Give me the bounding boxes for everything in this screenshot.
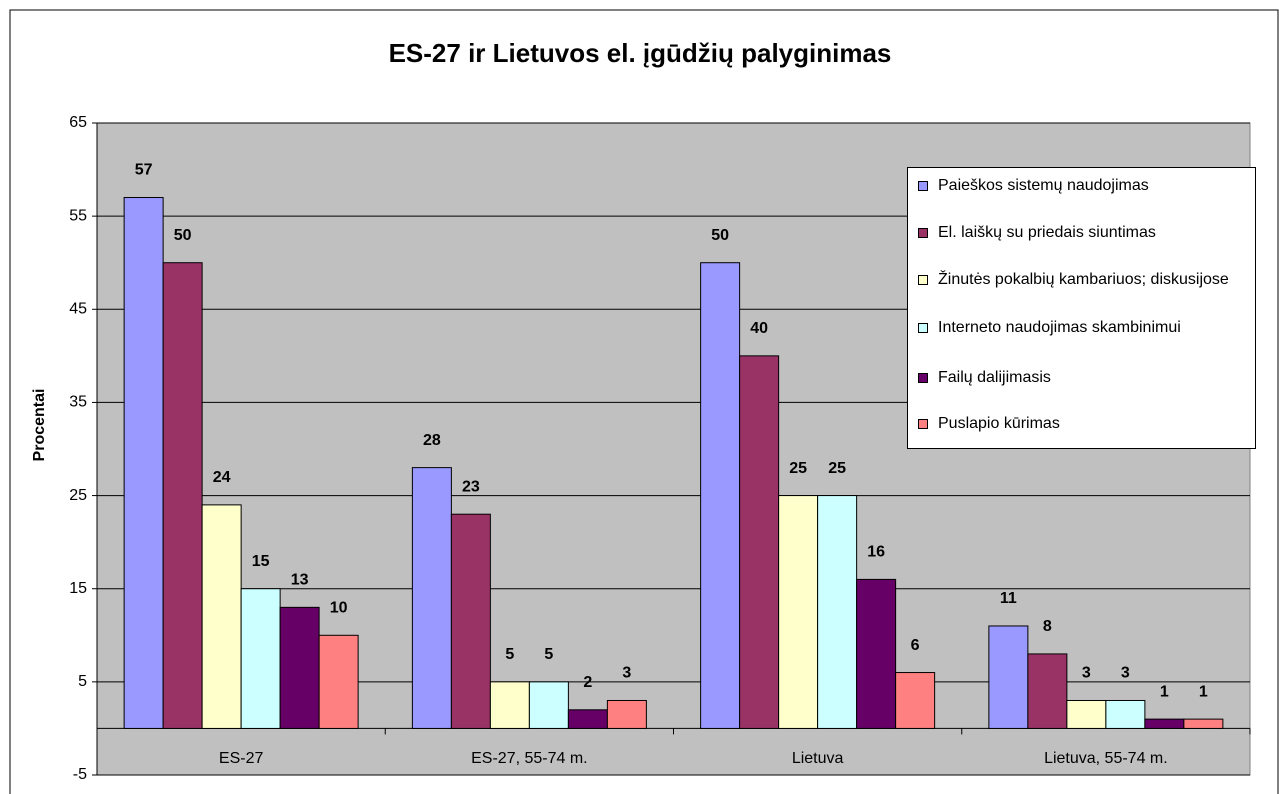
- y-tick-label: 55: [69, 207, 87, 224]
- x-tick-label: ES-27: [219, 750, 264, 767]
- bar: [1144, 718, 1185, 729]
- bar: [1105, 699, 1146, 729]
- data-label: 5: [505, 646, 514, 663]
- data-label: 3: [622, 665, 631, 682]
- legend-entry: Paieškos sistemų naudojimas: [918, 176, 1253, 195]
- legend-label: Žinutės pokalbių kambariuos; diskusijose: [938, 271, 1229, 288]
- data-label: 23: [462, 478, 480, 495]
- bar: [1066, 699, 1107, 729]
- bar: [567, 709, 608, 729]
- y-tick-label: 5: [78, 673, 87, 690]
- data-label: 40: [750, 320, 768, 337]
- data-label: 10: [330, 600, 348, 617]
- bar: [162, 262, 203, 729]
- bar: [856, 578, 897, 729]
- bar: [240, 588, 281, 729]
- legend-swatch: [918, 181, 928, 191]
- data-label: 50: [711, 227, 729, 244]
- bar: [318, 634, 359, 729]
- data-label: 25: [828, 460, 846, 477]
- legend-label: Puslapio kūrimas: [938, 415, 1060, 432]
- data-label: 11: [1000, 590, 1017, 607]
- y-tick-label: 45: [69, 301, 87, 318]
- x-tick-label: Lietuva, 55-74 m.: [1044, 750, 1168, 767]
- chart-title: ES-27 ir Lietuvos el. įgūdžių palyginima…: [389, 38, 892, 68]
- bar: [895, 672, 936, 729]
- legend-entry: Puslapio kūrimas: [918, 414, 1253, 433]
- y-tick-label: 25: [69, 487, 87, 504]
- data-label: 15: [252, 553, 270, 570]
- data-label: 1: [1199, 683, 1208, 700]
- bar: [700, 262, 741, 729]
- x-tick-label: ES-27, 55-74 m.: [471, 750, 588, 767]
- legend-label: Failų dalijimasis: [938, 369, 1051, 386]
- legend-entry: Žinutės pokalbių kambariuos; diskusijose: [918, 270, 1253, 289]
- data-label: 2: [583, 674, 592, 691]
- bar: [1027, 653, 1068, 729]
- bar: [739, 355, 780, 729]
- legend-label: Paieškos sistemų naudojimas: [938, 177, 1149, 194]
- legend-swatch: [918, 419, 928, 429]
- legend-entry: Failų dalijimasis: [918, 368, 1253, 387]
- y-axis-label: Procentai: [31, 389, 48, 462]
- legend-label: Interneto naudojimas skambinimui: [938, 319, 1181, 336]
- bar: [778, 495, 819, 729]
- data-label: 5: [544, 646, 553, 663]
- data-label: 16: [867, 544, 885, 561]
- legend: Paieškos sistemų naudojimas El. laiškų su…: [907, 167, 1256, 449]
- bar: [450, 513, 491, 729]
- data-label: 25: [789, 460, 807, 477]
- data-label: 3: [1082, 665, 1091, 682]
- bar: [279, 606, 320, 729]
- legend-entry: El. laiškų su priedais siuntimas: [918, 223, 1253, 242]
- legend-swatch: [918, 373, 928, 383]
- legend-swatch: [918, 228, 928, 238]
- data-label: 50: [174, 227, 192, 244]
- bar: [201, 504, 242, 729]
- bar: [817, 495, 858, 729]
- y-tick-label: 65: [69, 114, 87, 131]
- y-tick-label: 15: [69, 580, 87, 597]
- data-label: 57: [135, 162, 153, 179]
- bar: [123, 197, 164, 729]
- legend-entry: Interneto naudojimas skambinimui: [918, 318, 1253, 337]
- bar: [411, 467, 452, 729]
- data-label: 24: [213, 469, 231, 486]
- bar: [489, 681, 530, 729]
- y-tick-label: 35: [69, 394, 87, 411]
- data-label: 28: [423, 432, 441, 449]
- data-label: 3: [1121, 665, 1130, 682]
- bar: [528, 681, 569, 729]
- bar: [1183, 718, 1224, 729]
- legend-label: El. laiškų su priedais siuntimas: [938, 224, 1156, 241]
- x-tick-label: Lietuva: [792, 750, 844, 767]
- legend-swatch: [918, 275, 928, 285]
- y-tick-label: -5: [73, 766, 87, 783]
- data-label: 8: [1043, 618, 1052, 635]
- bar: [606, 699, 647, 729]
- data-label: 1: [1160, 683, 1169, 700]
- data-label: 13: [291, 572, 309, 589]
- data-label: 6: [911, 637, 920, 654]
- legend-swatch: [918, 323, 928, 333]
- bar: [988, 625, 1029, 729]
